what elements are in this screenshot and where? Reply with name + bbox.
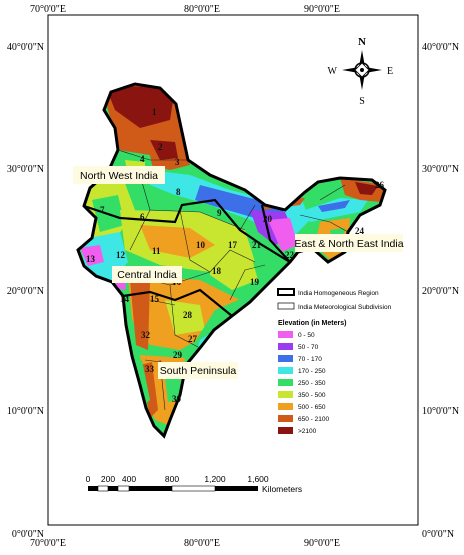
legend-swatch-1 [278, 343, 293, 350]
subdiv-24: 24 [355, 226, 365, 236]
region-label-east-north-east: East & North East India [294, 234, 404, 252]
compass-e: E [387, 66, 393, 77]
lon-label-bottom-80: 80°0'0"E [184, 538, 220, 549]
scale-tick-400: 400 [122, 474, 136, 484]
legend-label-2: 70 - 170 [298, 356, 322, 363]
subdiv-2: 2 [158, 142, 163, 152]
compass-n: N [358, 36, 366, 48]
legend-met-subdivision: India Meteorological Subdivision [298, 304, 392, 311]
legend-label-1: 50 - 70 [298, 344, 319, 351]
subdiv-26: 26 [375, 180, 385, 190]
lat-label-left-10: 10°0'0"N [7, 406, 44, 417]
svg-text:East & North East India: East & North East India [294, 238, 403, 250]
legend-swatch-7 [278, 415, 293, 422]
lat-label-right-40: 40°0'0"N [422, 42, 459, 53]
subdiv-17: 17 [228, 240, 238, 250]
scale-tick-200: 200 [101, 474, 115, 484]
legend-label-8: >2100 [298, 428, 317, 435]
subdiv-18: 18 [212, 266, 222, 276]
subdiv-15: 15 [150, 294, 160, 304]
subdiv-19: 19 [250, 277, 260, 287]
scale-bar: 0 200 400 800 1,200 1,600 Kilometers [86, 474, 303, 494]
scale-tick-800: 800 [165, 474, 179, 484]
compass-s: S [359, 96, 365, 107]
subdiv-32: 32 [141, 330, 151, 340]
scale-tick-1200: 1,200 [204, 474, 226, 484]
legend-swatch-3 [278, 367, 293, 374]
legend-label-6: 500 - 650 [298, 404, 326, 411]
subdiv-6: 6 [140, 212, 145, 222]
legend-swatch-8 [278, 427, 293, 434]
scale-tick-0: 0 [86, 474, 91, 484]
svg-text:South Peninsula: South Peninsula [160, 365, 237, 377]
lon-label-top-90: 90°0'0"E [304, 4, 340, 15]
subdiv-30: 30 [172, 394, 182, 404]
svg-text:North West India: North West India [80, 170, 158, 182]
homogeneous-region-boundaries [83, 198, 291, 317]
subdiv-28: 28 [183, 310, 193, 320]
subdiv-4: 4 [140, 154, 145, 164]
region-label-north-west: North West India [73, 166, 165, 184]
lat-label-right-30: 30°0'0"N [422, 164, 459, 175]
legend-swatch-6 [278, 403, 293, 410]
svg-text:Central India: Central India [117, 269, 177, 281]
subdivision-numbers: 1 2 3 4 5 6 7 8 9 10 11 12 13 14 15 16 1… [86, 107, 385, 404]
legend-swatch-2 [278, 355, 293, 362]
scale-tick-1600: 1,600 [247, 474, 269, 484]
subdiv-27: 27 [188, 334, 198, 344]
region-label-central: Central India [112, 266, 182, 283]
legend-label-4: 250 - 350 [298, 380, 326, 387]
legend-label-5: 350 - 500 [298, 392, 326, 399]
subdiv-3: 3 [175, 157, 180, 167]
subdiv-13: 13 [86, 254, 96, 264]
legend-label-3: 170 - 250 [298, 368, 326, 375]
legend-swatch-0 [278, 331, 293, 338]
subdiv-33: 33 [145, 364, 155, 374]
legend-label-0: 0 - 50 [298, 332, 315, 339]
legend-homogeneous-region: India Homogeneous Region [298, 290, 379, 297]
lat-label-left-30: 30°0'0"N [7, 164, 44, 175]
region-label-south-peninsula: South Peninsula [158, 362, 238, 379]
map-legend: India Homogeneous Region India Meteorolo… [277, 288, 392, 435]
subdiv-8: 8 [176, 187, 181, 197]
scale-unit: Kilometers [262, 484, 302, 494]
subdiv-7: 7 [100, 205, 105, 215]
lon-label-bottom-70: 70°0'0"E [30, 538, 66, 549]
subdiv-1: 1 [152, 107, 157, 117]
legend-title: Elevation (in Meters) [278, 320, 346, 327]
lat-label-left-0: 0°0'0"N [12, 529, 44, 540]
subdiv-29: 29 [173, 350, 183, 360]
lat-label-right-10: 10°0'0"N [422, 406, 459, 417]
compass-w: W [328, 66, 338, 77]
lat-label-left-20: 20°0'0"N [7, 286, 44, 297]
subdiv-11: 11 [152, 246, 161, 256]
compass-rose: N S W E [328, 36, 394, 107]
subdiv-20: 20 [263, 214, 273, 224]
lon-label-bottom-90: 90°0'0"E [304, 538, 340, 549]
subdiv-10: 10 [196, 240, 206, 250]
legend-swatch-4 [278, 379, 293, 386]
legend-label-7: 650 - 2100 [298, 416, 329, 423]
lat-label-right-20: 20°0'0"N [422, 286, 459, 297]
subdiv-12: 12 [116, 250, 126, 260]
lon-label-top-80: 80°0'0"E [184, 4, 220, 15]
lon-label-top-70: 70°0'0"E [30, 4, 66, 15]
subdiv-21: 21 [252, 240, 262, 250]
subdiv-14: 14 [120, 294, 130, 304]
subdiv-22: 22 [285, 250, 295, 260]
subdiv-9: 9 [217, 208, 222, 218]
lat-label-right-0: 0°0'0"N [422, 529, 454, 540]
lat-label-left-40: 40°0'0"N [7, 42, 44, 53]
legend-swatch-5 [278, 391, 293, 398]
